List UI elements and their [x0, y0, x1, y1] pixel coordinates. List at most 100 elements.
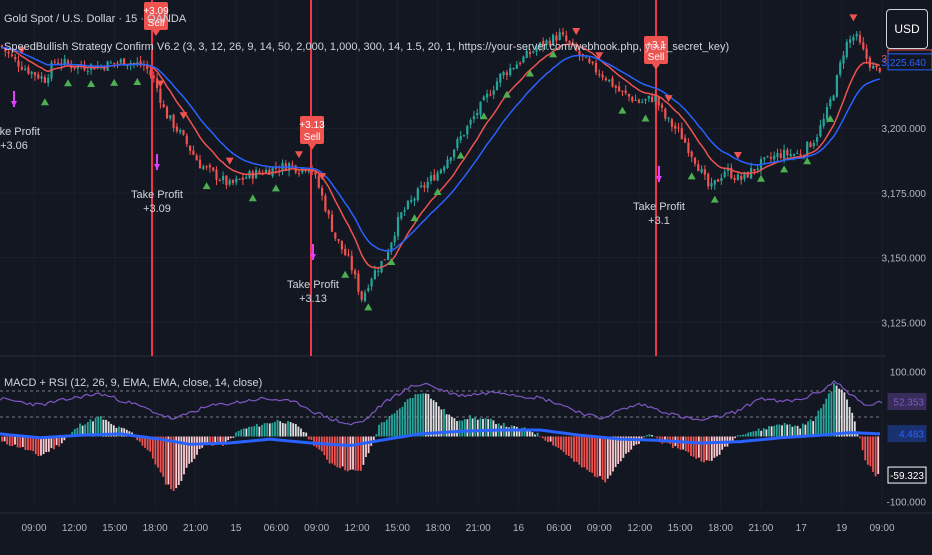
candle	[394, 232, 396, 247]
histogram-bar	[292, 423, 294, 436]
histogram-bar	[461, 420, 463, 436]
candle	[443, 165, 445, 173]
histogram-bar	[407, 399, 409, 436]
candle	[189, 145, 191, 155]
buy-signal-icon	[688, 172, 696, 179]
histogram-bar	[25, 437, 27, 450]
candle	[780, 149, 782, 160]
buy-signal-icon	[341, 271, 349, 278]
histogram-bar	[612, 437, 614, 472]
take-profit-label[interactable]: Take Profit+3.1	[633, 166, 685, 227]
histogram-bar	[264, 423, 266, 436]
time-tick-label: 15:00	[102, 523, 127, 534]
sell-signal-icon	[226, 158, 234, 165]
candle	[661, 102, 663, 112]
candle	[384, 259, 386, 260]
macd-rsi-legend[interactable]: MACD + RSI (12, 26, 9, EMA, EMA, close, …	[4, 377, 262, 389]
buy-signal-icon	[110, 79, 118, 86]
candle	[823, 113, 825, 128]
candle	[644, 98, 646, 104]
candle	[27, 65, 29, 75]
candle	[681, 123, 683, 140]
candle	[328, 209, 330, 218]
candle	[684, 134, 686, 143]
candle	[136, 57, 138, 67]
price-tick-label: 3,150.000	[882, 254, 927, 265]
candle	[611, 76, 613, 88]
candle	[341, 241, 343, 254]
histogram-bar	[17, 437, 19, 448]
histogram-bar	[768, 426, 770, 436]
histogram-bar	[19, 437, 21, 448]
candle	[37, 72, 39, 80]
buy-signal-icon	[411, 214, 419, 221]
histogram-bar	[563, 437, 565, 452]
candle	[446, 156, 448, 169]
histogram-bar	[604, 437, 606, 483]
candle	[503, 71, 505, 79]
histogram-bar	[766, 429, 768, 436]
candle	[176, 123, 178, 133]
time-tick-label: 09:00	[869, 523, 894, 534]
histogram-bar	[404, 402, 406, 437]
histogram-bar	[383, 422, 385, 436]
histogram-bar	[35, 437, 37, 455]
histogram-bar	[586, 437, 588, 470]
currency-button[interactable]: USD	[886, 9, 928, 49]
histogram-bar	[599, 437, 601, 477]
histogram-bar	[282, 423, 284, 437]
candle	[321, 185, 323, 200]
histogram-bar	[825, 399, 827, 437]
candle	[17, 55, 19, 72]
candle	[493, 86, 495, 99]
strategy-legend[interactable]: SpeedBullish Strategy Confirm V6.2 (3, 3…	[4, 41, 729, 53]
take-profit-label[interactable]: Take Profit+3.13	[287, 244, 339, 305]
candle	[463, 135, 465, 137]
histogram-bar	[545, 437, 547, 441]
histogram-bar	[846, 399, 848, 436]
histogram-bar	[165, 437, 167, 485]
histogram-bar	[269, 423, 271, 436]
histogram-bar	[786, 425, 788, 437]
histogram-bar	[578, 437, 580, 465]
histogram-bar	[225, 437, 227, 443]
candle	[506, 70, 508, 80]
histogram-bar	[355, 437, 357, 471]
histogram-bar	[558, 437, 560, 448]
symbol-title[interactable]: Gold Spot / U.S. Dollar · 15 · OANDA	[4, 13, 186, 25]
histogram-bar	[472, 418, 474, 436]
histogram-bar	[753, 431, 755, 436]
histogram-bar	[506, 427, 508, 437]
candle	[734, 175, 736, 183]
buy-signal-icon	[203, 182, 211, 189]
buy-signal-icon	[249, 194, 257, 201]
histogram-bar	[833, 383, 835, 436]
histogram-bar	[532, 432, 534, 436]
histogram-bar	[331, 437, 333, 464]
buy-signal-icon	[272, 184, 280, 191]
candle	[486, 90, 488, 103]
candles	[1, 28, 881, 303]
candle	[852, 34, 854, 45]
candle	[849, 35, 851, 48]
candle	[658, 96, 660, 110]
histogram-bar	[152, 437, 154, 459]
candle	[512, 67, 514, 70]
histogram-bar	[547, 437, 549, 443]
histogram-bar	[230, 437, 232, 439]
candle	[829, 97, 831, 109]
candle	[875, 65, 877, 71]
candle	[664, 107, 666, 121]
histogram-bar	[27, 437, 29, 451]
histogram-bar	[581, 437, 583, 468]
histogram-bar	[201, 437, 203, 448]
buy-signal-icon	[41, 98, 49, 105]
histogram-bar	[243, 428, 245, 436]
histogram-bar	[420, 394, 422, 437]
candle	[371, 277, 373, 290]
take-profit-label[interactable]: Take Profit+3.09	[131, 154, 183, 215]
histogram-bar	[48, 437, 50, 452]
